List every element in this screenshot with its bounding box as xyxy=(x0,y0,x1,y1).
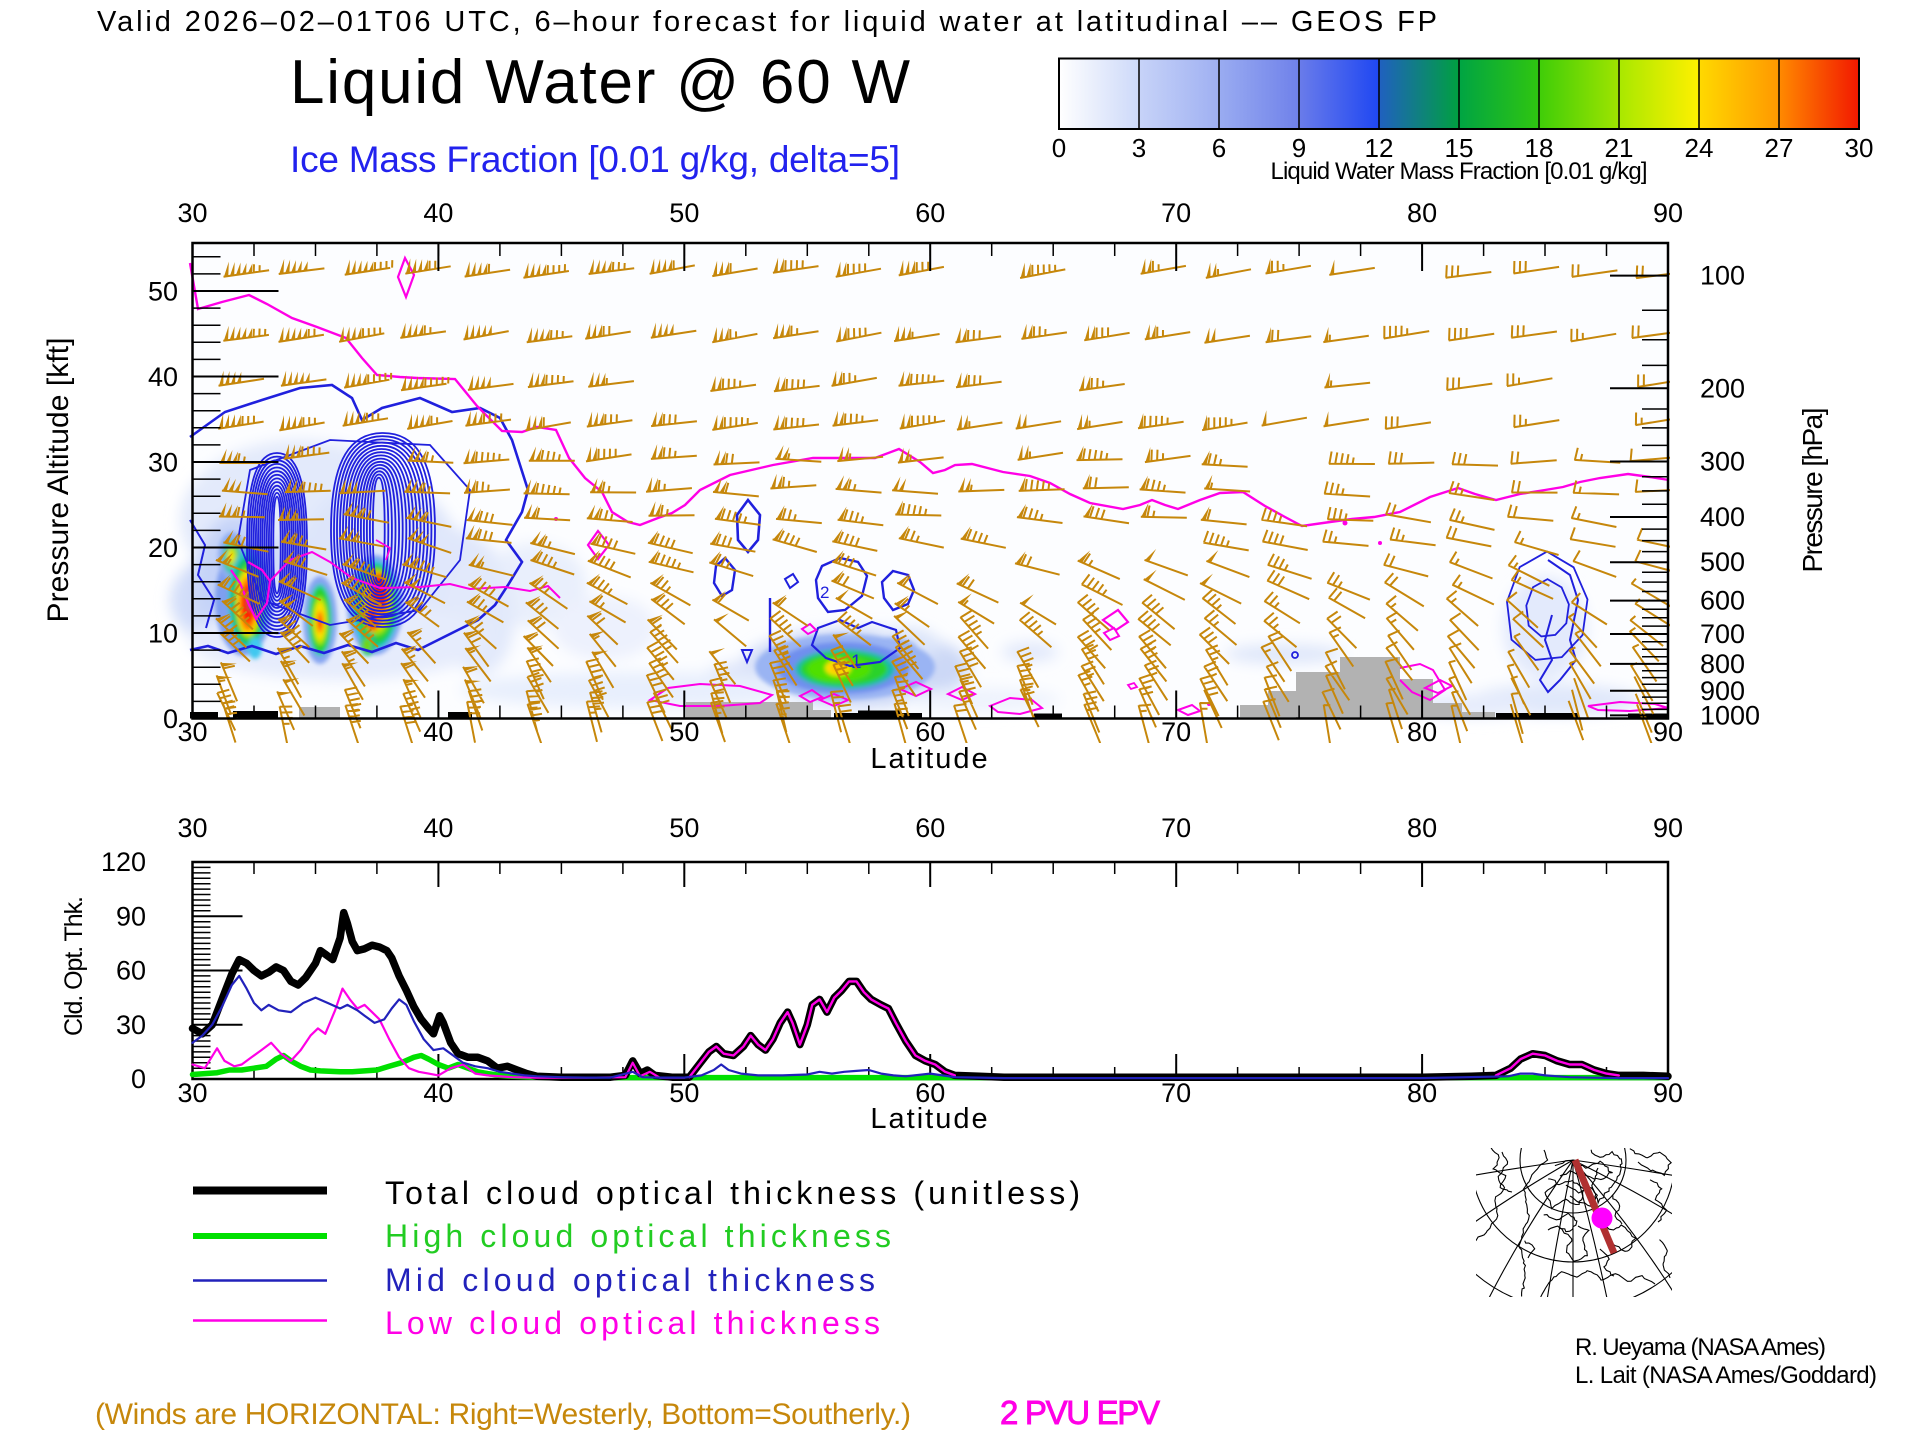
svg-text:12: 12 xyxy=(1365,133,1394,163)
svg-text:60: 60 xyxy=(915,813,945,843)
svg-text:400: 400 xyxy=(1700,502,1745,532)
svg-text:Total cloud optical thickness: Total cloud optical thickness (unitless) xyxy=(385,1175,1080,1211)
svg-text:Liquid Water Mass Fraction [0.: Liquid Water Mass Fraction [0.01 g/kg] xyxy=(1271,158,1648,185)
svg-text:70: 70 xyxy=(1161,813,1191,843)
svg-text:30: 30 xyxy=(177,198,207,228)
svg-text:50: 50 xyxy=(669,813,699,843)
svg-text:27: 27 xyxy=(1765,133,1794,163)
svg-text:10: 10 xyxy=(148,619,178,649)
svg-text:80: 80 xyxy=(1407,198,1437,228)
svg-text:80: 80 xyxy=(1407,1078,1437,1108)
svg-text:90: 90 xyxy=(116,901,146,931)
svg-text:High cloud optical thickness: High cloud optical thickness xyxy=(385,1218,891,1254)
svg-text:(Winds are HORIZONTAL: Right=W: (Winds are HORIZONTAL: Right=Westerly, B… xyxy=(95,1398,911,1431)
svg-text:30: 30 xyxy=(177,717,207,747)
svg-text:800: 800 xyxy=(1700,649,1745,679)
svg-text:40: 40 xyxy=(423,717,453,747)
svg-text:30: 30 xyxy=(177,813,207,843)
svg-text:40: 40 xyxy=(148,362,178,392)
svg-text:50: 50 xyxy=(148,277,178,307)
svg-text:Pressure Altitude [kft]: Pressure Altitude [kft] xyxy=(42,338,75,623)
svg-text:24: 24 xyxy=(1685,133,1714,163)
svg-text:60: 60 xyxy=(116,956,146,986)
svg-text:Ice Mass Fraction [0.01 g/kg,: Ice Mass Fraction [0.01 g/kg, delta=5] xyxy=(290,139,900,180)
svg-text:30: 30 xyxy=(177,1078,207,1108)
svg-text:90: 90 xyxy=(1653,1078,1683,1108)
svg-text:50: 50 xyxy=(669,1078,699,1108)
svg-text:15: 15 xyxy=(1445,133,1474,163)
svg-text:40: 40 xyxy=(423,813,453,843)
svg-text:300: 300 xyxy=(1700,447,1745,477)
svg-text:30: 30 xyxy=(1845,133,1874,163)
svg-text:0: 0 xyxy=(131,1064,146,1094)
svg-text:200: 200 xyxy=(1700,373,1745,403)
svg-text:40: 40 xyxy=(423,1078,453,1108)
svg-text:60: 60 xyxy=(915,1078,945,1108)
svg-text:70: 70 xyxy=(1161,198,1191,228)
svg-text:80: 80 xyxy=(1407,813,1437,843)
svg-text:1000: 1000 xyxy=(1700,700,1760,730)
svg-text:60: 60 xyxy=(915,198,945,228)
svg-text:90: 90 xyxy=(1653,198,1683,228)
svg-text:9: 9 xyxy=(1292,133,1306,163)
svg-text:80: 80 xyxy=(1407,717,1437,747)
svg-text:70: 70 xyxy=(1161,717,1191,747)
svg-text:90: 90 xyxy=(1653,813,1683,843)
svg-text:30: 30 xyxy=(116,1010,146,1040)
svg-text:20: 20 xyxy=(148,533,178,563)
svg-text:60: 60 xyxy=(915,717,945,747)
svg-text:0: 0 xyxy=(163,704,178,734)
svg-text:100: 100 xyxy=(1700,261,1745,291)
svg-text:L. Lait (NASA Ames/Goddard): L. Lait (NASA Ames/Goddard) xyxy=(1575,1362,1877,1389)
svg-text:120: 120 xyxy=(101,847,146,877)
svg-text:500: 500 xyxy=(1700,547,1745,577)
svg-text:0: 0 xyxy=(1052,133,1066,163)
svg-text:6: 6 xyxy=(1212,133,1226,163)
svg-text:30: 30 xyxy=(148,448,178,478)
svg-text:R. Ueyama (NASA Ames): R. Ueyama (NASA Ames) xyxy=(1575,1334,1826,1361)
svg-text:Latitude: Latitude xyxy=(870,1103,989,1135)
svg-text:2 PVU EPV: 2 PVU EPV xyxy=(1000,1394,1160,1431)
svg-text:70: 70 xyxy=(1161,1078,1191,1108)
svg-text:Liquid Water @ 60 W: Liquid Water @ 60 W xyxy=(290,48,910,117)
svg-text:40: 40 xyxy=(423,198,453,228)
svg-text:Latitude: Latitude xyxy=(870,743,989,775)
svg-text:900: 900 xyxy=(1700,676,1745,706)
svg-text:Cld. Opt. Thk.: Cld. Opt. Thk. xyxy=(60,896,88,1036)
svg-text:1: 1 xyxy=(851,652,862,673)
svg-text:700: 700 xyxy=(1700,619,1745,649)
svg-text:3: 3 xyxy=(1132,133,1146,163)
svg-text:18: 18 xyxy=(1525,133,1554,163)
svg-text:21: 21 xyxy=(1605,133,1634,163)
svg-text:Pressure [hPa]: Pressure [hPa] xyxy=(1797,408,1828,573)
svg-text:50: 50 xyxy=(669,198,699,228)
svg-text:50: 50 xyxy=(669,717,699,747)
svg-text:600: 600 xyxy=(1700,586,1745,616)
svg-text:90: 90 xyxy=(1653,717,1683,747)
svg-text:2: 2 xyxy=(820,583,829,602)
